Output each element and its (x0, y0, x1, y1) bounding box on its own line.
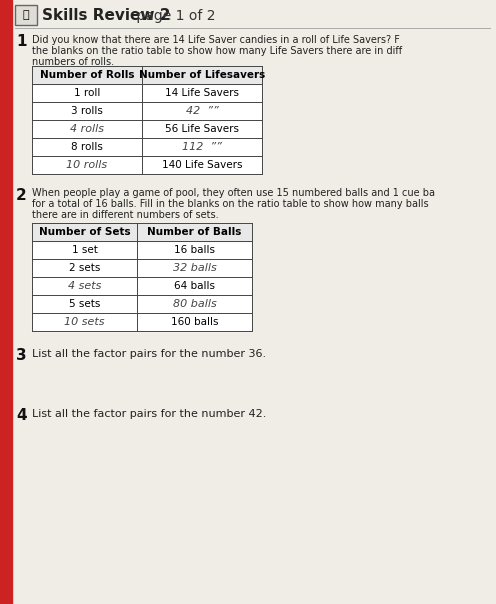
Text: Did you know that there are 14 Life Saver candies in a roll of Life Savers? F: Did you know that there are 14 Life Save… (32, 35, 400, 45)
Text: List all the factor pairs for the number 36.: List all the factor pairs for the number… (32, 349, 266, 359)
Text: 80 balls: 80 balls (173, 299, 216, 309)
Text: 8 rolls: 8 rolls (71, 142, 103, 152)
Text: 10 sets: 10 sets (64, 317, 105, 327)
Text: When people play a game of pool, they often use 15 numbered balls and 1 cue ba: When people play a game of pool, they of… (32, 188, 435, 198)
Text: 5 sets: 5 sets (69, 299, 100, 309)
Text: List all the factor pairs for the number 42.: List all the factor pairs for the number… (32, 409, 266, 419)
Text: Number of Sets: Number of Sets (39, 227, 130, 237)
Text: 1 roll: 1 roll (74, 88, 100, 98)
Text: 1: 1 (16, 34, 26, 50)
Text: 1 set: 1 set (71, 245, 97, 255)
Text: Number of Rolls: Number of Rolls (40, 70, 134, 80)
Bar (32, 223, 252, 241)
Text: for a total of 16 balls. Fill in the blanks on the ratio table to show how many : for a total of 16 balls. Fill in the bla… (32, 199, 429, 209)
Text: the blanks on the ratio table to show how many Life Savers there are in diff: the blanks on the ratio table to show ho… (32, 46, 402, 56)
Text: 2 sets: 2 sets (69, 263, 100, 273)
Text: 64 balls: 64 balls (174, 281, 215, 291)
Text: 4 rolls: 4 rolls (70, 124, 104, 134)
FancyBboxPatch shape (15, 5, 37, 25)
Text: Number of Lifesavers: Number of Lifesavers (139, 70, 265, 80)
Text: 10 rolls: 10 rolls (66, 160, 108, 170)
Text: 42  ””: 42 ”” (186, 106, 218, 116)
Text: 140 Life Savers: 140 Life Savers (162, 160, 242, 170)
Text: there are in different numbers of sets.: there are in different numbers of sets. (32, 210, 219, 220)
Text: page 1 of 2: page 1 of 2 (132, 9, 215, 23)
Text: 14 Life Savers: 14 Life Savers (165, 88, 239, 98)
Bar (32, 66, 262, 84)
Text: 4 sets: 4 sets (68, 281, 101, 291)
Text: 2: 2 (16, 187, 27, 202)
Text: 3: 3 (16, 347, 27, 362)
Text: 4: 4 (16, 408, 27, 423)
Text: 56 Life Savers: 56 Life Savers (165, 124, 239, 134)
Text: Skills Review 2: Skills Review 2 (42, 8, 171, 24)
Bar (0, 0, 12, 604)
Text: 16 balls: 16 balls (174, 245, 215, 255)
Text: 🏠: 🏠 (23, 10, 29, 20)
Bar (32, 66, 262, 174)
Text: Number of Balls: Number of Balls (147, 227, 242, 237)
Text: numbers of rolls.: numbers of rolls. (32, 57, 114, 67)
Text: 112  ””: 112 ”” (182, 142, 222, 152)
Text: 160 balls: 160 balls (171, 317, 218, 327)
Text: 32 balls: 32 balls (173, 263, 216, 273)
Bar (32, 223, 252, 331)
Text: 3 rolls: 3 rolls (71, 106, 103, 116)
